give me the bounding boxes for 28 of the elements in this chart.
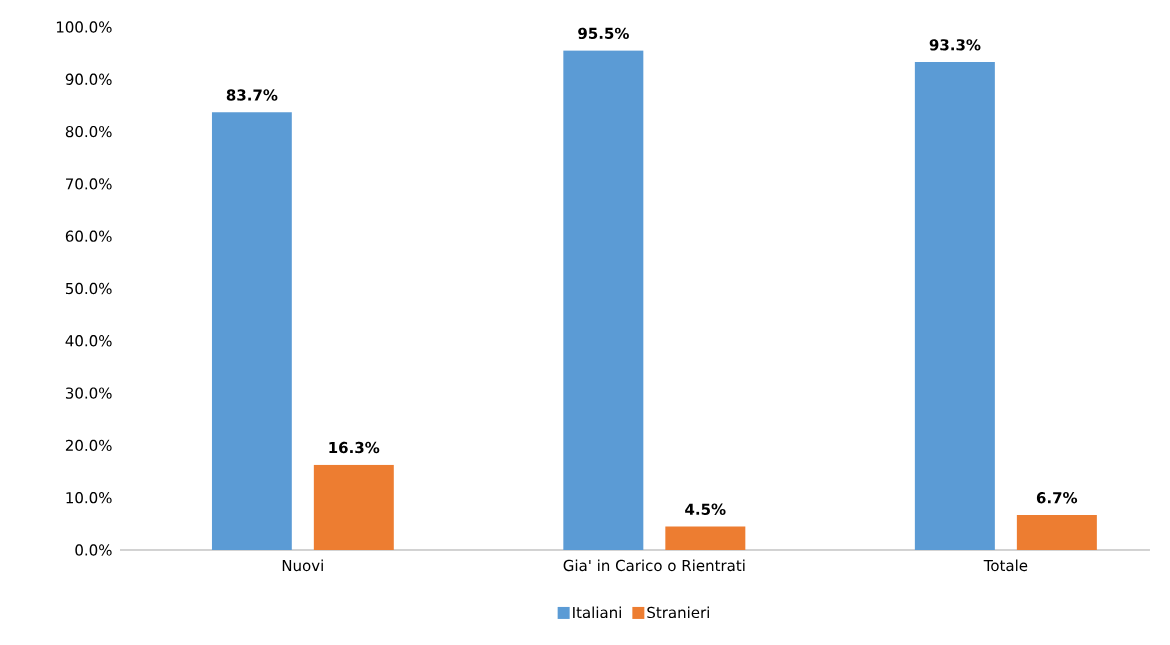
y-tick-label: 40.0% (65, 335, 112, 347)
data-label: 6.7% (1036, 492, 1078, 504)
bar (211, 112, 292, 550)
x-tick-label: Gia' in Carico o Rientrati (563, 559, 745, 572)
data-label: 4.5% (685, 503, 726, 515)
bar (313, 464, 394, 550)
data-label: 83.7% (226, 89, 278, 101)
x-tick-label: Nuovi (282, 559, 323, 572)
y-tick-label: 20.0% (65, 439, 112, 452)
bar (665, 526, 746, 550)
legend-label: Italiani (573, 606, 621, 619)
y-tick-label: 90.0% (65, 73, 112, 85)
y-tick-label: 0.0% (75, 544, 112, 556)
y-tick-label: 70.0% (66, 178, 112, 190)
data-label: 16.3% (329, 441, 380, 454)
y-tick-label: 30.0% (65, 387, 112, 399)
data-label: 93.3% (929, 39, 981, 51)
x-tick-label: Totale (983, 559, 1028, 572)
y-tick-label: 60.0% (65, 230, 112, 242)
bar (1016, 514, 1097, 550)
y-tick-label: 50.0% (65, 282, 112, 295)
bar (914, 62, 995, 550)
y-tick-label: 80.0% (65, 125, 112, 138)
legend-label: Stranieri (647, 606, 709, 619)
data-label: 95.5% (578, 27, 629, 39)
y-tick-label: 10.0% (66, 492, 112, 504)
y-tick-label: 100.0% (56, 21, 112, 33)
bar (563, 50, 644, 550)
